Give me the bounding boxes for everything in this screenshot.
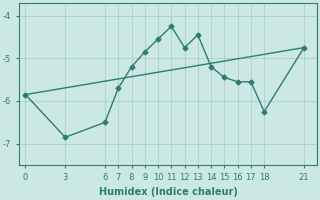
X-axis label: Humidex (Indice chaleur): Humidex (Indice chaleur) xyxy=(99,187,237,197)
